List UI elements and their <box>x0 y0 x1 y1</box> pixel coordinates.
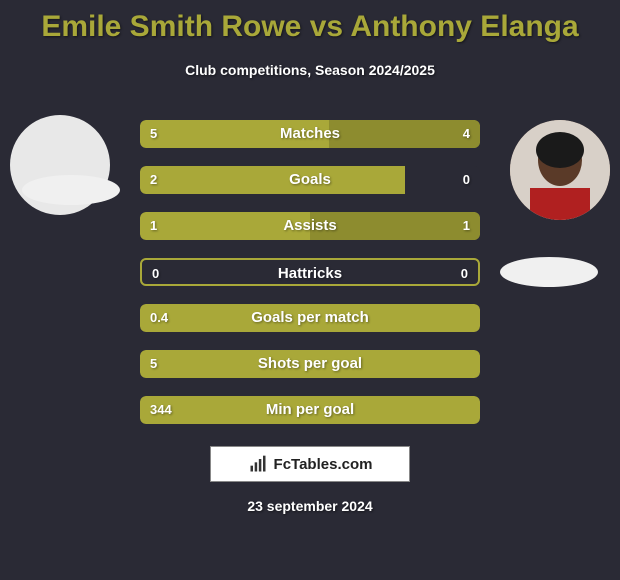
stat-value-left: 2 <box>150 166 157 194</box>
stat-label: Goals <box>140 166 480 194</box>
stat-value-left: 1 <box>150 212 157 240</box>
stat-label: Shots per goal <box>140 350 480 378</box>
stats-bars: Matches54Goals20Assists11Hattricks00Goal… <box>140 120 480 424</box>
player1-name: Emile Smith Rowe <box>41 10 301 43</box>
stat-row: Goals2 0 <box>140 166 480 194</box>
chart-icon <box>248 454 268 474</box>
stat-value-left: 0.4 <box>150 304 168 332</box>
date-text: 23 september 2024 <box>0 498 620 514</box>
subtitle: Club competitions, Season 2024/2025 <box>0 62 620 78</box>
stat-row: Min per goal344 <box>140 396 480 424</box>
stat-value-right: 4 <box>463 120 470 148</box>
stat-row: Goals per match0.4 <box>140 304 480 332</box>
player2-name: Anthony Elanga <box>350 10 578 43</box>
stat-value-right: 1 <box>463 212 470 240</box>
stat-label: Goals per match <box>140 304 480 332</box>
stat-value-left: 5 <box>150 350 157 378</box>
stat-value-right: 0 <box>461 260 468 286</box>
stat-label: Matches <box>140 120 480 148</box>
player1-placeholder <box>22 175 120 205</box>
stat-value-right: 0 <box>463 166 470 194</box>
stat-row: Matches5 4 <box>140 120 480 148</box>
stat-row: Assists1 1 <box>140 212 480 240</box>
fctables-logo: FcTables.com <box>210 446 410 482</box>
comparison-title: Emile Smith Rowe vs Anthony Elanga <box>0 0 620 44</box>
stat-label: Hattricks <box>142 260 478 286</box>
stat-label: Min per goal <box>140 396 480 424</box>
logo-text: FcTables.com <box>274 456 373 473</box>
player2-placeholder <box>500 257 598 287</box>
vs-text: vs <box>310 10 343 43</box>
player2-avatar <box>510 120 610 220</box>
stat-label: Assists <box>140 212 480 240</box>
stat-row: Hattricks0 0 <box>140 258 480 286</box>
stat-value-left: 5 <box>150 120 157 148</box>
stat-row: Shots per goal5 <box>140 350 480 378</box>
stat-value-left: 0 <box>152 260 159 286</box>
stat-value-left: 344 <box>150 396 172 424</box>
